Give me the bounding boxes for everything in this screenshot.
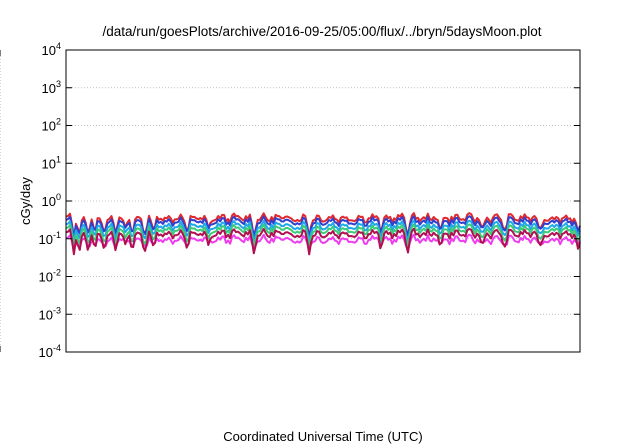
y-tick-label: 101 [42,154,61,171]
plot-frame [65,49,581,353]
y-tick-label: 103 [42,79,61,96]
series-line [65,223,581,249]
y-tick-label: 10-4 [39,343,61,360]
y-tick-label: 104 [42,41,61,58]
chart-title: /data/run/goesPlots/archive/2016-09-25/0… [102,24,541,39]
series-line [65,215,581,239]
grid [0,49,580,353]
y-tick-label: 10-2 [39,268,61,285]
series-line [65,219,581,243]
y-axis-label: cGy/day [18,177,33,225]
y-ticks: 10-4 10-3 10-2 10-1 100 101 102 103 104 [39,41,580,360]
y-tick-label: 102 [42,117,61,134]
x-axis-label: Coordinated Universal Time (UTC) [223,429,422,444]
y-tick-label: 100 [42,192,61,209]
series-group [65,212,581,256]
series-line [65,227,581,256]
y-tick-label: 10-3 [39,305,61,322]
y-tick-label: 10-1 [39,230,61,247]
